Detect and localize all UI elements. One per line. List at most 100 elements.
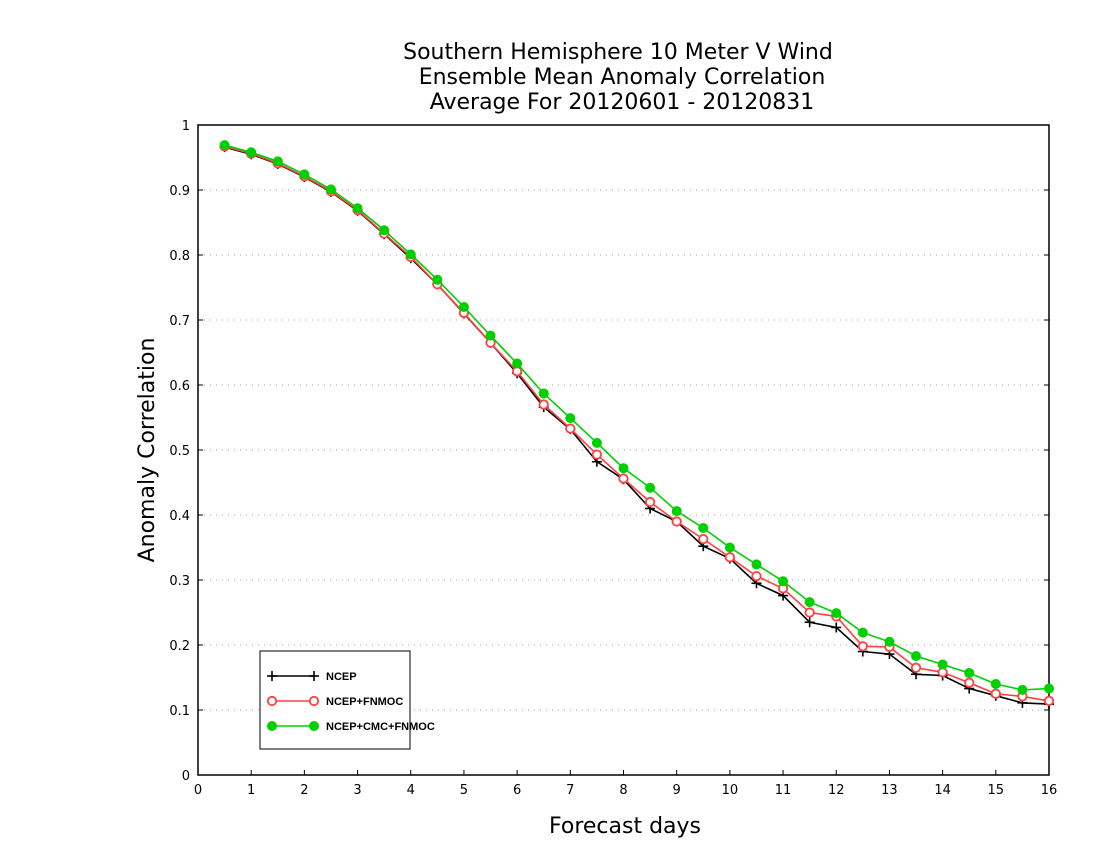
x-tick-label: 11 <box>775 783 792 798</box>
series-line <box>224 145 1050 702</box>
x-tick-label: 12 <box>828 783 845 798</box>
data-point <box>831 622 842 633</box>
x-tick-label: 15 <box>988 783 1005 798</box>
data-point <box>1044 683 1054 694</box>
legend-item: NCEP+FNMOC <box>266 695 403 708</box>
data-point <box>645 482 656 493</box>
data-point <box>565 413 576 424</box>
data-point <box>831 608 842 619</box>
legend-item: NCEP+CMC+FNMOC <box>267 721 435 733</box>
data-point <box>432 274 443 285</box>
y-tick-label: 0.3 <box>169 574 190 589</box>
legend: NCEP NCEP+FNMOC NCEP+CMC+FNMOC <box>259 650 435 750</box>
data-point <box>910 662 922 673</box>
y-tick-label: 0.9 <box>169 184 190 199</box>
data-point <box>325 184 336 195</box>
data-point <box>671 506 682 517</box>
x-tick-label: 16 <box>1041 783 1058 798</box>
data-point <box>990 679 1001 689</box>
x-tick-label: 14 <box>934 783 951 798</box>
data-point <box>724 542 735 553</box>
data-point <box>538 399 549 410</box>
y-tick-label: 0.8 <box>169 249 190 264</box>
data-point <box>618 473 629 484</box>
data-point <box>1017 684 1028 695</box>
data-point <box>698 523 709 533</box>
x-tick-label: 2 <box>300 783 308 798</box>
data-point <box>219 140 230 151</box>
legend-label: NCEP+CMC+FNMOC <box>326 721 435 733</box>
data-point <box>884 636 895 647</box>
data-point <box>804 617 815 628</box>
data-point <box>724 552 735 563</box>
data-point <box>352 203 363 214</box>
y-tick-label: 0 <box>182 769 190 784</box>
legend-item: NCEP <box>267 671 357 683</box>
data-point <box>964 667 975 678</box>
data-point <box>804 597 815 608</box>
y-tick-label: 0.2 <box>169 639 190 654</box>
legend-marker <box>309 721 319 731</box>
x-axis-label: Forecast days <box>549 814 701 839</box>
data-point <box>379 225 390 236</box>
data-point <box>644 496 656 508</box>
data-point <box>618 463 629 474</box>
x-tick-label: 3 <box>353 783 361 798</box>
axis-ticks: 0 1 2 3 4 5 6 7 8 9 10 11 12 13 14 15 1600.10.20.30.40.5… <box>169 119 1057 798</box>
legend-marker <box>309 671 319 681</box>
y-axis-label: Anomaly Correlation <box>135 338 160 563</box>
data-point <box>405 249 416 260</box>
x-tick-label: 13 <box>881 783 898 798</box>
data-point <box>591 437 602 448</box>
data-point <box>1043 695 1055 707</box>
y-tick-label: 0.1 <box>169 704 190 719</box>
legend-box <box>259 650 411 750</box>
x-tick-label: 8 <box>619 783 627 798</box>
x-tick-label: 6 <box>513 783 521 798</box>
data-point <box>671 516 682 527</box>
data-point <box>299 169 310 180</box>
data-point <box>272 156 283 167</box>
data-point <box>458 302 469 312</box>
data-point <box>591 449 603 460</box>
x-tick-label: 1 <box>247 783 255 798</box>
y-tick-label: 1 <box>182 119 190 134</box>
x-tick-label: 9 <box>673 783 681 798</box>
legend-label: NCEP+FNMOC <box>326 696 403 708</box>
data-point <box>698 533 709 545</box>
data-point <box>538 388 549 399</box>
chart-title-line-3: Average For 20120601 - 20120831 <box>430 90 815 115</box>
data-point <box>964 677 975 688</box>
data-point <box>911 651 922 662</box>
series-line <box>224 144 1050 691</box>
data-point <box>804 607 815 618</box>
data-point <box>246 147 257 158</box>
legend-marker <box>308 695 320 707</box>
x-tick-label: 10 <box>722 783 739 798</box>
y-tick-label: 0.5 <box>169 444 190 459</box>
legend-label: NCEP <box>326 671 357 683</box>
data-point <box>778 576 789 587</box>
chart-title-line-1: Southern Hemisphere 10 Meter V Wind <box>403 40 833 65</box>
data-point <box>751 570 762 582</box>
data-point <box>751 559 762 570</box>
data-point <box>857 641 868 652</box>
x-tick-label: 0 <box>194 783 202 798</box>
data-point <box>512 358 523 369</box>
y-tick-label: 0.7 <box>169 314 190 329</box>
series-layer <box>219 140 1055 710</box>
y-tick-label: 0.4 <box>169 509 190 524</box>
data-point <box>857 627 868 638</box>
data-point <box>937 659 948 670</box>
x-tick-label: 5 <box>460 783 468 798</box>
data-point <box>990 688 1001 699</box>
series-ncep-cmc-fnmoc <box>219 140 1054 695</box>
data-point <box>485 330 496 341</box>
x-tick-label: 7 <box>566 783 574 798</box>
legend-marker <box>267 721 277 731</box>
legend-marker <box>266 695 278 707</box>
legend-marker <box>267 671 277 681</box>
y-tick-label: 0.6 <box>169 379 190 394</box>
chart-title-line-2: Ensemble Mean Anomaly Correlation <box>419 65 826 90</box>
